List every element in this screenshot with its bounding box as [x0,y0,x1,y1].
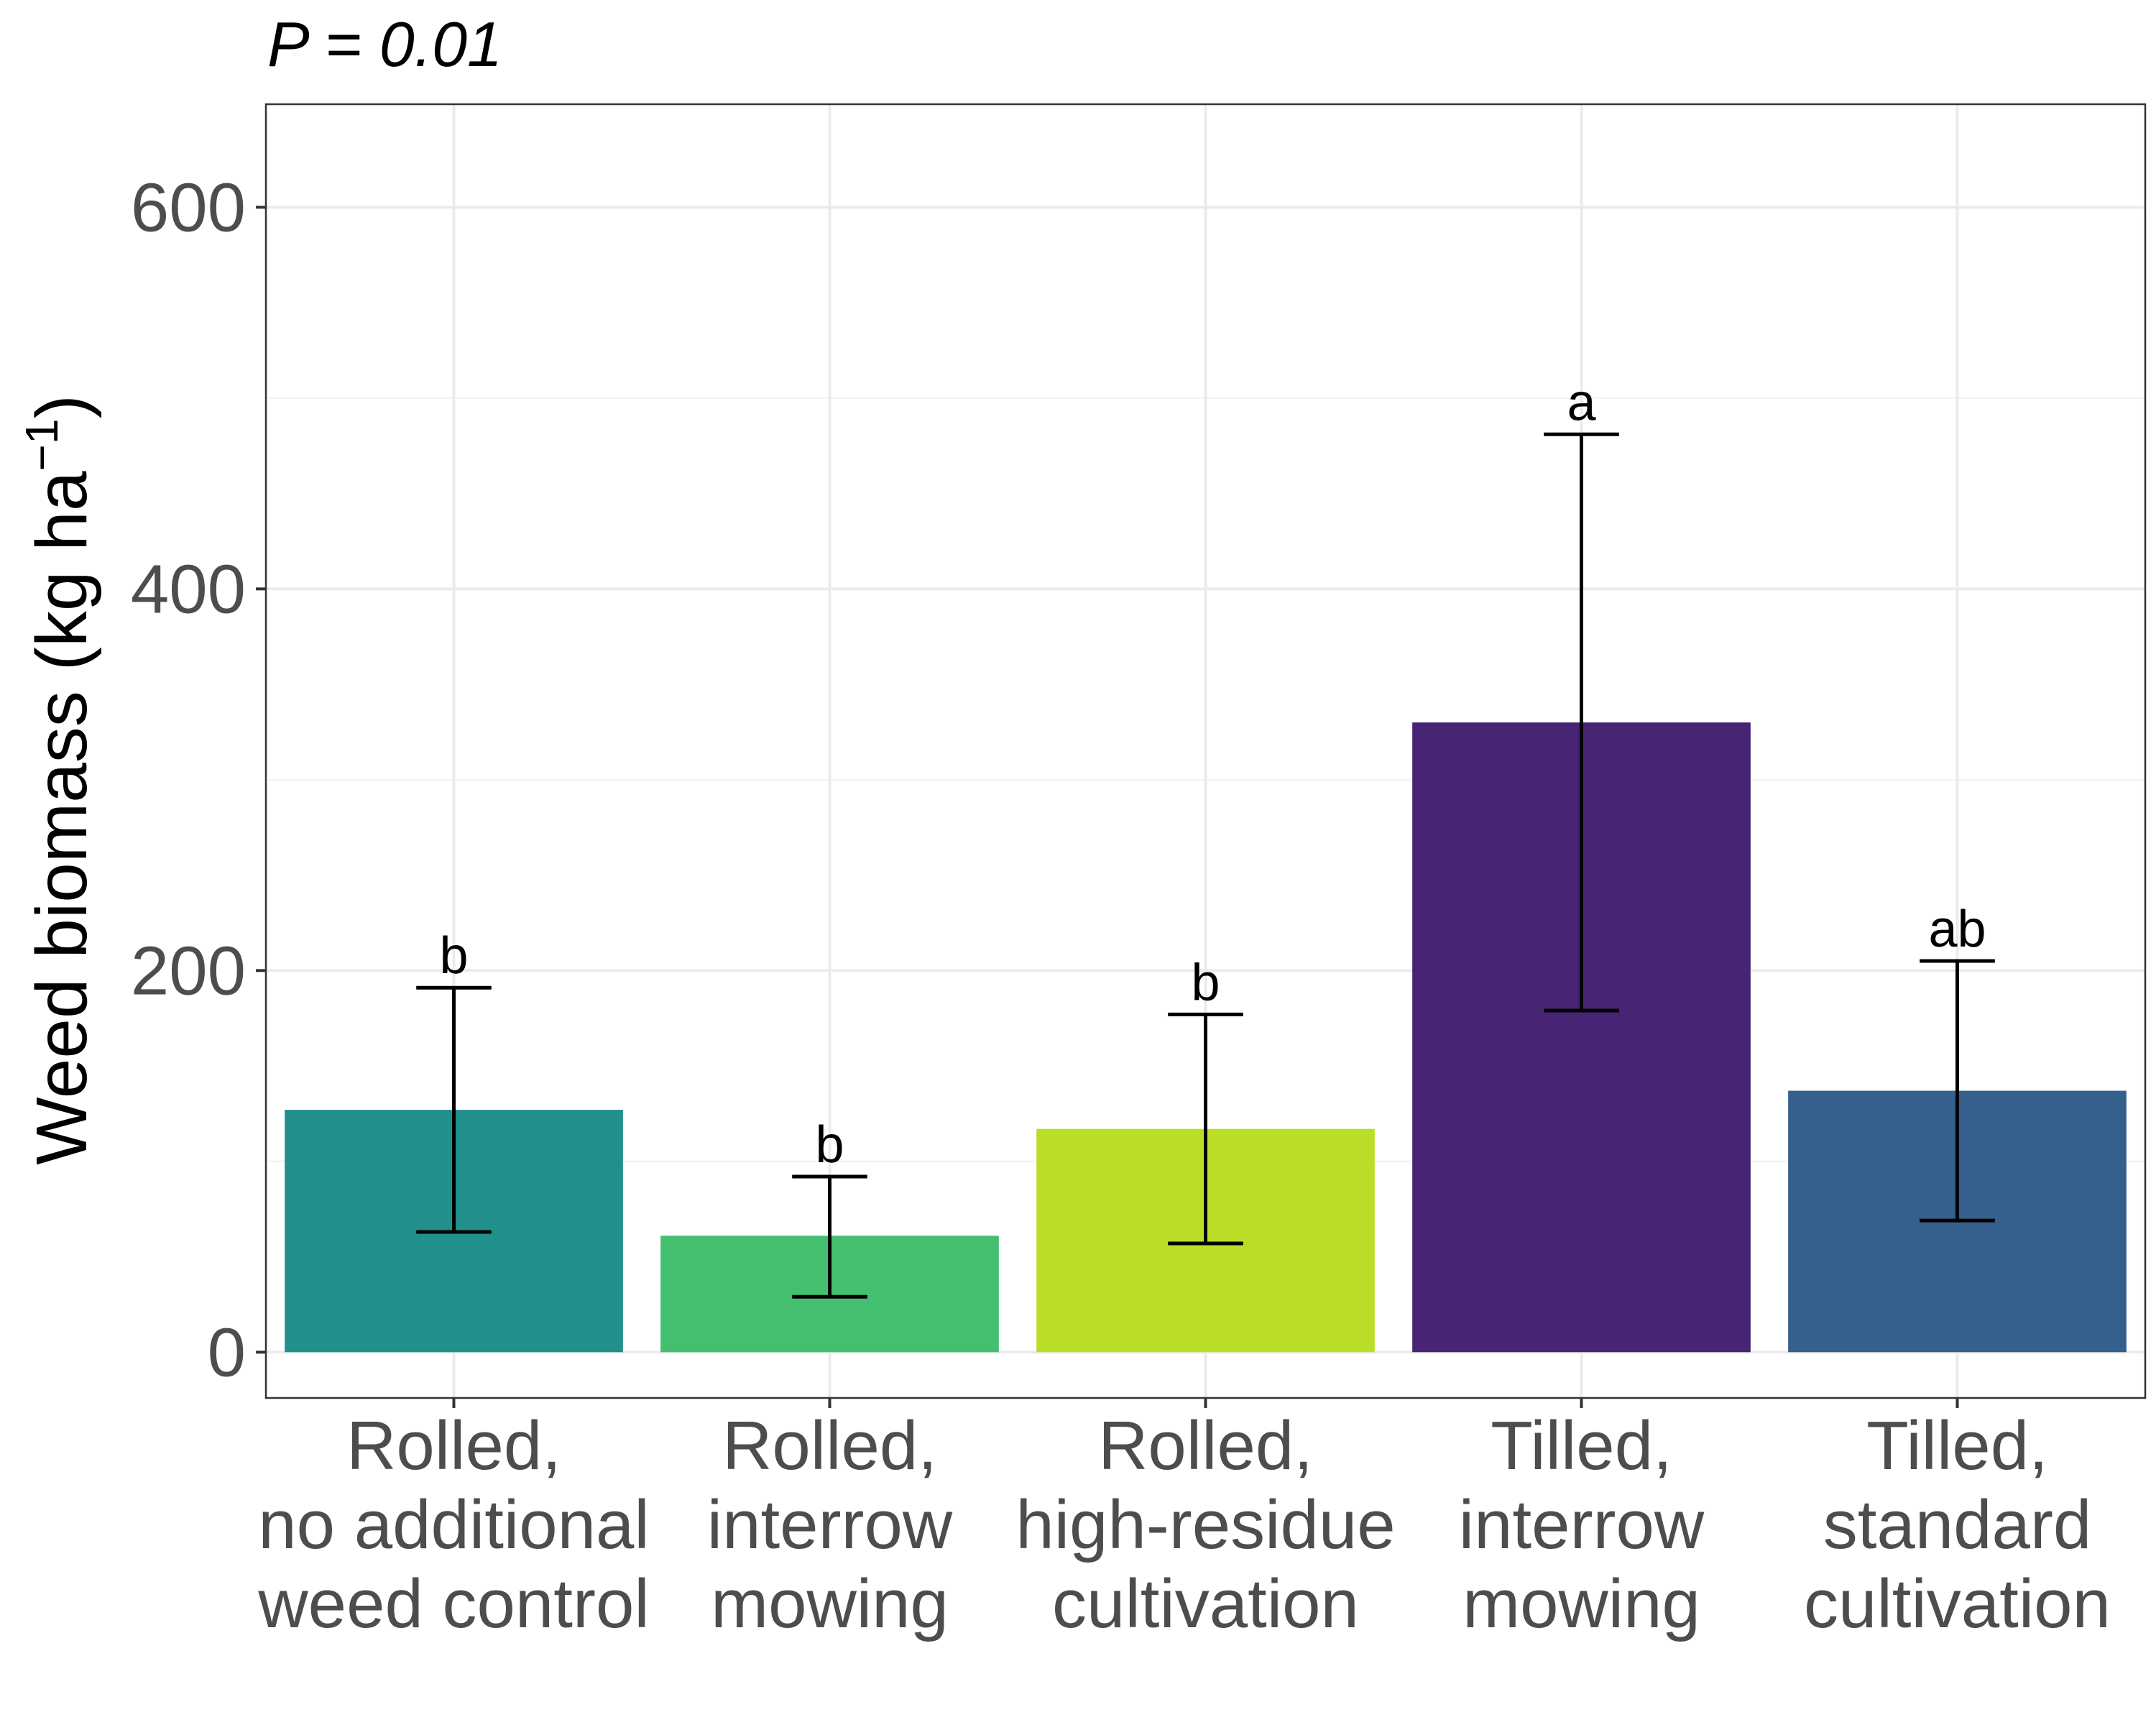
y-axis-title-close: ) [22,395,102,418]
y-axis-title-superscript: −1 [16,419,68,472]
significance-label-1: b [439,927,468,985]
x-tick-label-line: interrow [707,1486,953,1563]
x-tick-label-5: Tilled, standard cultivation [1804,1407,2111,1642]
x-tick-label-line: Rolled, [1098,1407,1313,1484]
x-tick-label-line: interrow [1459,1486,1705,1563]
significance-label-5: ab [1928,901,1986,958]
y-tick-label: 600 [131,169,246,246]
chart-title: P = 0.01 [267,9,502,80]
x-tick-label-1: Rolled, no additional weed control [257,1407,649,1642]
x-tick-label-4: Tilled, interrow mowing [1459,1407,1705,1642]
x-tick-label-line: mowing [711,1565,949,1642]
significance-label-2: b [815,1116,844,1174]
x-tick-label-line: weed control [257,1565,649,1642]
x-tick-label-line: high-residue [1015,1486,1395,1563]
x-tick-label-line: Rolled, [722,1407,937,1484]
x-tick-label-line: Rolled, [346,1407,561,1484]
y-tick-label: 400 [131,551,246,627]
significance-label-3: b [1191,954,1220,1011]
x-tick-label-line: no additional [258,1486,649,1563]
significance-label-4: a [1567,374,1596,431]
x-tick-label-line: Tilled, [1866,1407,2048,1484]
x-tick-label-line: cultivation [1804,1565,2111,1642]
x-tick-label-line: cultivation [1052,1565,1359,1642]
y-tick-label: 0 [208,1314,246,1391]
x-tick-label-2: Rolled, interrow mowing [707,1407,953,1642]
x-tick-label-3: Rolled, high-residue cultivation [1015,1407,1395,1642]
x-tick-label-line: Tilled, [1491,1407,1672,1484]
x-tick-label-line: standard [1823,1486,2092,1563]
y-axis-title: Weed biomass (kg ha−1) [16,395,102,1165]
y-tick-label: 200 [131,932,246,1009]
y-axis-title-main: Weed biomass (kg ha [22,471,102,1165]
x-tick-label-line: mowing [1462,1565,1700,1642]
